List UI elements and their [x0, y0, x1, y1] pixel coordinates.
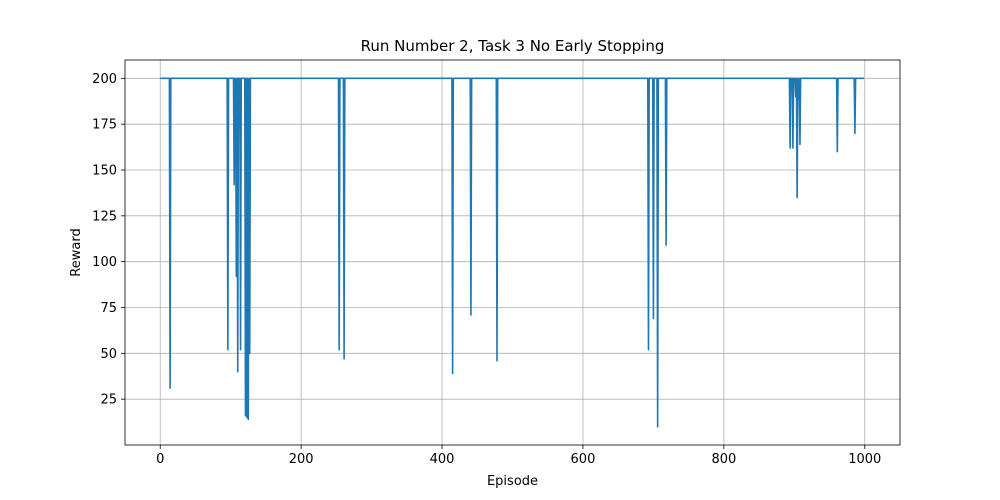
series-line [160, 77, 865, 428]
x-axis-label: Episode [487, 474, 538, 489]
y-axis-ticks: 25 50 75 100 125 150 175 200 [92, 72, 125, 408]
plot-frame [124, 59, 901, 446]
y-tick-label: 25 [100, 393, 117, 408]
x-tick-label: 800 [711, 452, 736, 467]
chart-title: Run Number 2, Task 3 No Early Stopping [361, 37, 665, 55]
y-tick-label: 125 [92, 209, 117, 224]
y-tick-label: 150 [92, 164, 117, 179]
y-tick-label: 100 [92, 255, 117, 270]
y-axis-label: Reward [69, 228, 84, 276]
y-tick-label: 200 [92, 72, 117, 87]
x-tick-label: 400 [430, 452, 455, 467]
x-tick-label: 600 [571, 452, 596, 467]
y-tick-label: 75 [100, 301, 117, 316]
x-tick-label: 200 [289, 452, 314, 467]
series-layer [160, 77, 865, 428]
x-tick-label: 1000 [848, 452, 881, 467]
y-tick-label: 175 [92, 118, 117, 133]
x-tick-label: 0 [156, 452, 164, 467]
y-tick-label: 50 [100, 347, 117, 362]
x-axis-ticks: 0 200 400 600 800 1000 [156, 445, 881, 467]
